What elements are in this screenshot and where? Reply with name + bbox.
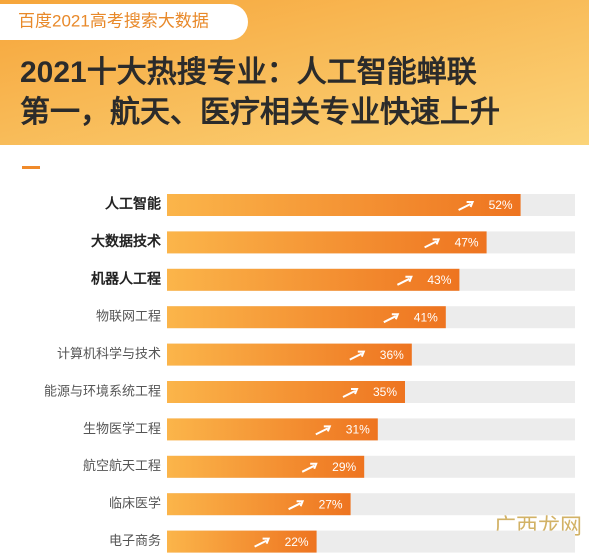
value-label: 47% <box>455 236 479 250</box>
category-label: 人工智能 <box>105 196 161 212</box>
trend-icon <box>424 238 441 249</box>
value-label: 43% <box>427 273 451 287</box>
trend-icon <box>396 275 413 286</box>
value-label: 22% <box>285 535 309 549</box>
value-label: 31% <box>346 423 370 437</box>
bar <box>167 268 460 291</box>
bar <box>167 530 317 553</box>
trend-icon <box>315 425 332 436</box>
bar <box>167 306 446 329</box>
category-label: 航空航天工程 <box>83 458 161 473</box>
bar <box>167 455 365 478</box>
trend-icon <box>349 350 366 361</box>
trend-icon <box>288 500 305 511</box>
value-label: 52% <box>489 198 513 212</box>
category-label: 物联网工程 <box>96 309 161 324</box>
tag-bg <box>0 4 248 40</box>
category-label: 大数据技术 <box>91 233 161 249</box>
category-label: 计算机科学与技术 <box>57 346 161 361</box>
bar <box>167 493 351 516</box>
bar <box>167 418 378 441</box>
source-tag: 百度2021高考搜索大数据 <box>18 11 209 30</box>
bar <box>167 194 521 216</box>
bar <box>167 343 412 366</box>
trend-icon <box>342 388 359 398</box>
bar <box>167 231 487 254</box>
value-label: 35% <box>373 385 397 399</box>
category-label: 机器人工程 <box>91 271 161 287</box>
value-label: 29% <box>332 460 356 474</box>
value-label: 36% <box>380 348 404 362</box>
category-label: 生物医学工程 <box>83 421 161 436</box>
value-label: 41% <box>414 310 438 324</box>
accent-dash <box>22 166 40 169</box>
title-line: 2021十大热搜专业：人工智能蝉联 <box>20 56 477 89</box>
trend-icon <box>458 201 475 211</box>
trend-icon <box>254 537 271 548</box>
trend-icon <box>301 462 318 473</box>
title-line: 第一，航天、医疗相关专业快速上升 <box>20 95 500 129</box>
value-label: 27% <box>319 497 343 511</box>
bar <box>167 381 405 403</box>
category-label: 能源与环境系统工程 <box>44 383 161 398</box>
trend-icon <box>383 313 400 324</box>
category-label: 电子商务 <box>109 533 161 548</box>
category-label: 临床医学 <box>109 496 161 511</box>
